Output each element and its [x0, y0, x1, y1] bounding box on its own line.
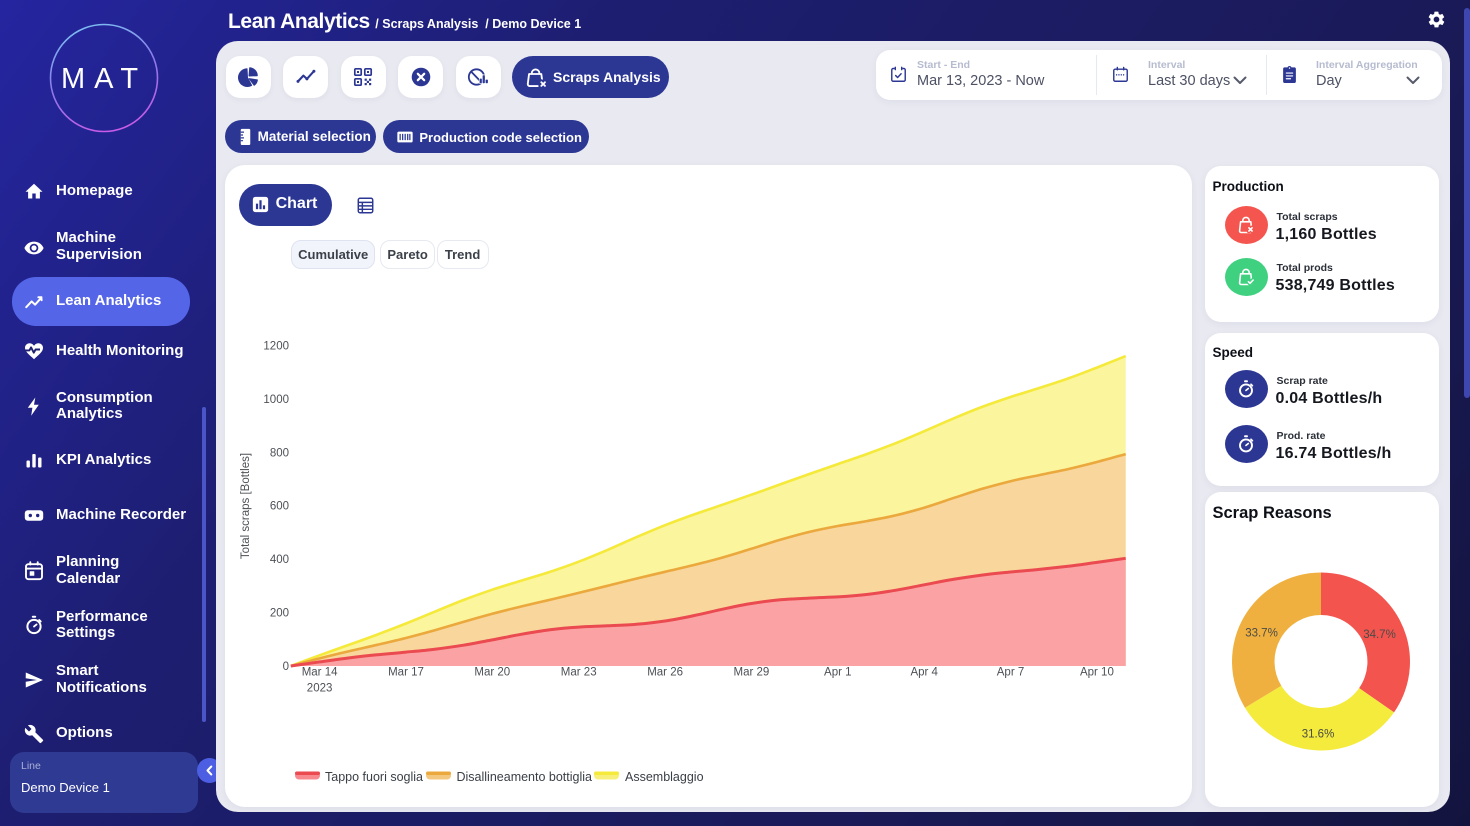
- svg-text:2023: 2023: [307, 683, 333, 695]
- svg-text:34.7%: 34.7%: [1363, 629, 1396, 641]
- svg-text:Mar 23: Mar 23: [561, 667, 597, 679]
- svg-text:Apr 1: Apr 1: [824, 667, 852, 679]
- svg-text:Mar 29: Mar 29: [734, 667, 770, 679]
- svg-text:Mar 20: Mar 20: [474, 667, 510, 679]
- svg-text:200: 200: [270, 608, 289, 620]
- svg-text:400: 400: [270, 554, 289, 566]
- svg-text:Apr 7: Apr 7: [997, 667, 1025, 679]
- svg-text:Tappo fuori soglia: Tappo fuori soglia: [325, 770, 423, 784]
- svg-text:Mar 26: Mar 26: [647, 667, 683, 679]
- svg-text:0: 0: [283, 661, 289, 673]
- svg-text:31.6%: 31.6%: [1301, 729, 1334, 741]
- svg-text:Disallineamento bottiglia: Disallineamento bottiglia: [457, 770, 593, 784]
- svg-text:MAT: MAT: [61, 63, 147, 95]
- svg-text:Assemblaggio: Assemblaggio: [625, 770, 704, 784]
- svg-text:Apr 10: Apr 10: [1080, 667, 1114, 679]
- svg-text:Total scraps [Bottles]: Total scraps [Bottles]: [240, 453, 252, 559]
- svg-text:600: 600: [270, 501, 289, 513]
- svg-text:800: 800: [270, 447, 289, 459]
- svg-text:Mar 14: Mar 14: [302, 667, 338, 679]
- svg-text:Apr 4: Apr 4: [910, 667, 938, 679]
- svg-text:Mar 17: Mar 17: [388, 667, 424, 679]
- svg-text:33.7%: 33.7%: [1245, 628, 1278, 640]
- svg-text:1200: 1200: [263, 340, 289, 352]
- svg-text:1000: 1000: [263, 394, 289, 406]
